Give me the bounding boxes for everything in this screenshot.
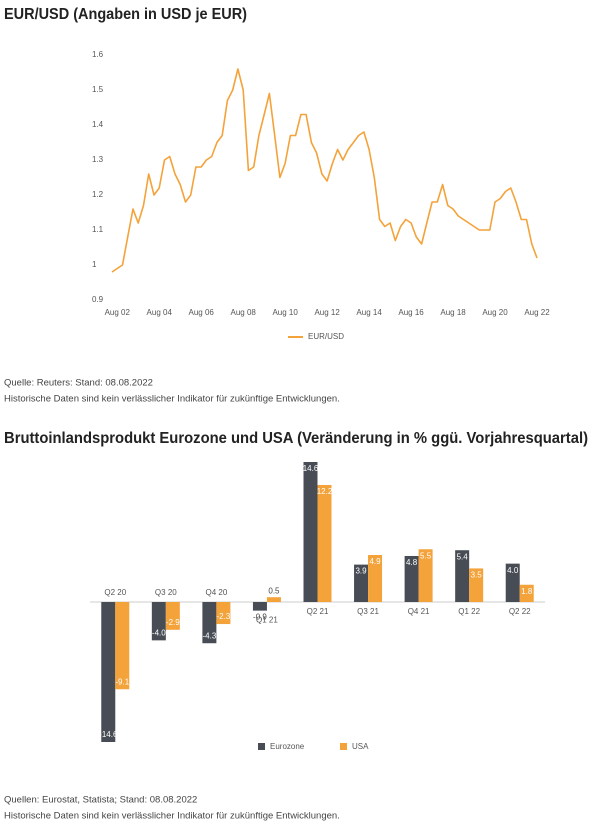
bar xyxy=(115,602,130,690)
value-label: -2.9 xyxy=(166,618,180,627)
y-tick-label: 1.4 xyxy=(92,120,104,129)
value-label: -14.6 xyxy=(99,730,118,739)
chart-title: Bruttoinlandsprodukt Eurozone und USA (V… xyxy=(4,430,588,447)
value-label: -4.0 xyxy=(152,628,166,637)
x-tick-label: Aug 08 xyxy=(230,308,256,317)
bar xyxy=(469,568,484,602)
value-label: -4.3 xyxy=(202,631,216,640)
value-label: 4.9 xyxy=(369,557,381,566)
legend-swatch xyxy=(340,743,347,750)
y-tick-label: 1.3 xyxy=(92,155,104,164)
value-label: 5.4 xyxy=(457,552,469,561)
bar xyxy=(354,564,369,602)
y-tick-label: 1.2 xyxy=(92,190,104,199)
bar xyxy=(266,597,281,602)
x-tick-label: Q1 22 xyxy=(458,607,480,616)
chart-title: EUR/USD (Angaben in USD je EUR) xyxy=(4,6,247,23)
bar xyxy=(404,555,419,602)
value-label: 4.0 xyxy=(507,566,519,575)
x-tick-label: Aug 22 xyxy=(524,308,550,317)
x-tick-label: Aug 14 xyxy=(356,308,382,317)
bar xyxy=(252,602,267,611)
x-tick-label: Aug 20 xyxy=(482,308,508,317)
value-label: -0.9 xyxy=(253,613,267,622)
value-label: 14.6 xyxy=(303,464,319,473)
note: Historische Daten sind kein verlässliche… xyxy=(4,394,340,405)
bar xyxy=(216,602,231,625)
x-tick-label: Aug 04 xyxy=(147,308,173,317)
x-tick-label: Aug 06 xyxy=(189,308,215,317)
x-tick-label: Q3 21 xyxy=(357,607,379,616)
y-tick-label: 1.5 xyxy=(92,85,104,94)
legend-label: USA xyxy=(352,742,369,751)
legend-swatch xyxy=(258,743,265,750)
legend-label: EUR/USD xyxy=(308,332,344,341)
x-tick-label: Aug 12 xyxy=(314,308,340,317)
x-tick-label: Aug 16 xyxy=(398,308,424,317)
bar xyxy=(519,584,534,602)
value-label: 3.9 xyxy=(355,567,367,576)
x-tick-label: Aug 10 xyxy=(272,308,298,317)
legend-label: Eurozone xyxy=(270,742,305,751)
bar xyxy=(317,485,332,602)
bar xyxy=(505,563,520,602)
bar xyxy=(303,462,318,602)
y-tick-label: 0.9 xyxy=(92,295,104,304)
value-label: 5.5 xyxy=(420,551,432,560)
x-tick-label: Aug 18 xyxy=(440,308,466,317)
x-tick-label: Q1 21 xyxy=(256,616,278,625)
x-tick-label: Q2 20 xyxy=(104,588,126,597)
bar xyxy=(418,549,433,602)
note: Historische Daten sind kein verlässliche… xyxy=(4,811,340,822)
x-tick-label: Q4 21 xyxy=(408,607,430,616)
x-tick-label: Aug 02 xyxy=(105,308,131,317)
x-tick-label: Q4 20 xyxy=(205,588,227,597)
line xyxy=(111,68,538,273)
bar xyxy=(455,550,470,602)
value-label: 1.8 xyxy=(521,587,533,596)
value-label: -9.1 xyxy=(115,677,129,686)
source: Quellen: Eurostat, Statista; Stand: 08.0… xyxy=(4,795,197,806)
value-label: 0.5 xyxy=(268,586,280,595)
y-tick-label: 1.1 xyxy=(92,225,104,234)
x-tick-label: Q3 20 xyxy=(155,588,177,597)
value-label: 12.2 xyxy=(317,487,333,496)
x-tick-label: Q2 21 xyxy=(307,607,329,616)
y-tick-label: 1 xyxy=(92,260,97,269)
source: Quelle: Reuters: Stand: 08.08.2022 xyxy=(4,378,153,389)
bar xyxy=(165,602,180,630)
bar xyxy=(101,602,116,742)
value-label: 3.5 xyxy=(471,571,483,580)
value-label: -2.3 xyxy=(216,612,230,621)
bar xyxy=(368,555,383,602)
y-tick-label: 1.6 xyxy=(92,50,104,59)
bar xyxy=(202,602,217,644)
value-label: 4.8 xyxy=(406,558,418,567)
x-tick-label: Q2 22 xyxy=(509,607,531,616)
bar xyxy=(151,602,166,641)
